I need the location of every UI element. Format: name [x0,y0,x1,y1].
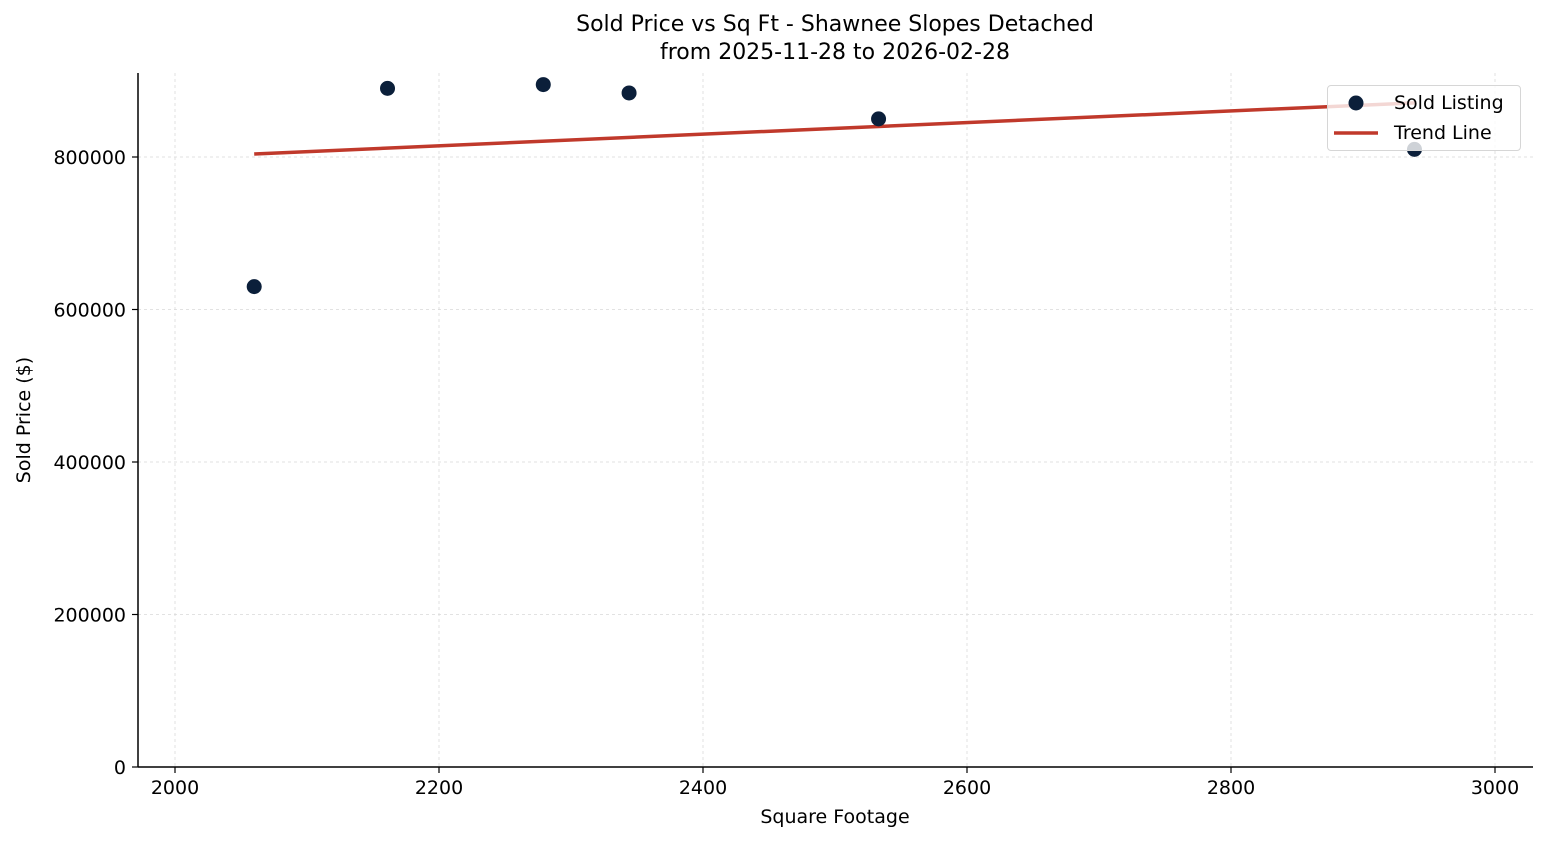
dot-marker-icon [1348,95,1364,111]
data-point [621,85,637,101]
x-tick-label: 2600 [943,777,991,799]
axes [132,73,1533,773]
trend-line [254,101,1415,156]
grid-lines [138,73,1533,767]
x-tick-label: 2400 [679,777,727,799]
data-point [535,77,551,93]
y-tick-label: 600000 [53,300,126,322]
y-tick-label: 200000 [53,605,126,627]
y-axis-label: Sold Price ($) [13,356,35,484]
x-tick-label: 2000 [151,777,199,799]
chart-title: Sold Price vs Sq Ft - Shawnee Slopes Det… [576,12,1094,37]
legend-item-trend-line: Trend Line [1334,122,1492,144]
data-point [380,80,396,96]
data-point [246,279,262,295]
data-point [871,111,887,127]
x-axis-label: Square Footage [760,806,910,828]
x-tick-label: 2800 [1207,777,1255,799]
x-tick-label: 2200 [415,777,463,799]
legend: Sold Listing Trend Line [1327,85,1521,151]
chart-subtitle: from 2025-11-28 to 2026-02-28 [660,40,1010,65]
y-tick-label: 0 [114,757,126,779]
tick-labels: 2000 2200 2400 2600 2800 3000 0 200000 400000 600… [53,147,1519,799]
legend-item-sold-listing: Sold Listing [1328,89,1520,117]
y-tick-label: 800000 [53,147,126,169]
x-tick-label: 3000 [1471,777,1519,799]
y-tick-label: 400000 [53,452,126,474]
